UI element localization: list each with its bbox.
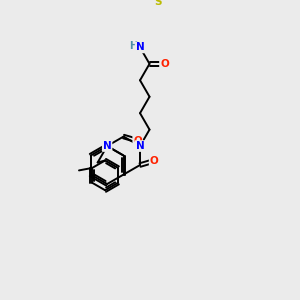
Text: N: N [136, 42, 144, 52]
Text: H: H [129, 41, 137, 51]
Text: O: O [160, 59, 169, 69]
Text: N: N [136, 141, 144, 151]
Text: N: N [103, 141, 112, 151]
Text: S: S [154, 0, 162, 7]
Text: O: O [150, 156, 158, 166]
Text: O: O [133, 136, 142, 146]
